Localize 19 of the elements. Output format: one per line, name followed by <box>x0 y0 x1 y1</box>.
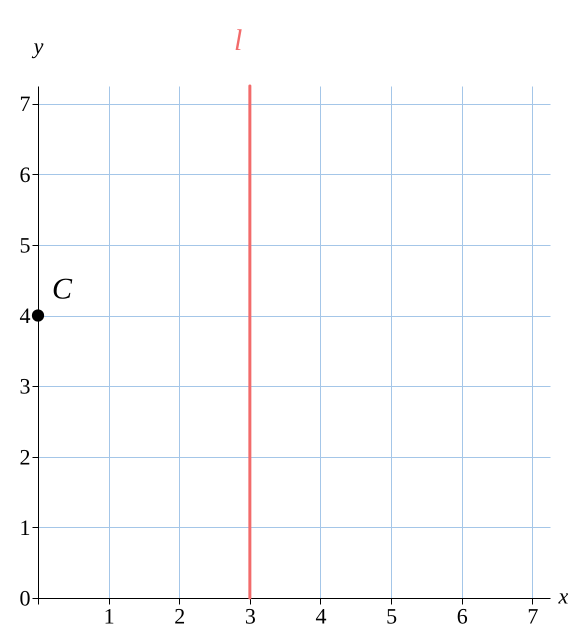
y-tick-label: 4 <box>20 303 30 328</box>
x-tick-label: 3 <box>244 604 256 628</box>
y-tick-label: 6 <box>20 162 30 187</box>
x-tick-label: 7 <box>527 604 538 628</box>
x-tick-label: 4 <box>315 604 326 628</box>
series-label: C <box>52 272 73 306</box>
y-tick-label: 1 <box>20 514 30 540</box>
y-tick-label: 5 <box>20 232 30 258</box>
y-tick-label: 7 <box>20 91 30 116</box>
y-axis-title: y <box>32 34 44 58</box>
x-tick-label: 6 <box>456 604 468 628</box>
x-axis-title: x <box>558 584 568 608</box>
x-tick-label: 1 <box>104 604 115 628</box>
y-tick-label: 2 <box>20 444 30 470</box>
y-tick-label: 3 <box>20 374 30 399</box>
x-tick-label: 5 <box>386 604 398 628</box>
y-tick-label: 0 <box>20 586 30 610</box>
ref-line-label: l⃡ <box>234 24 266 57</box>
x-tick-label: 2 <box>174 604 186 628</box>
